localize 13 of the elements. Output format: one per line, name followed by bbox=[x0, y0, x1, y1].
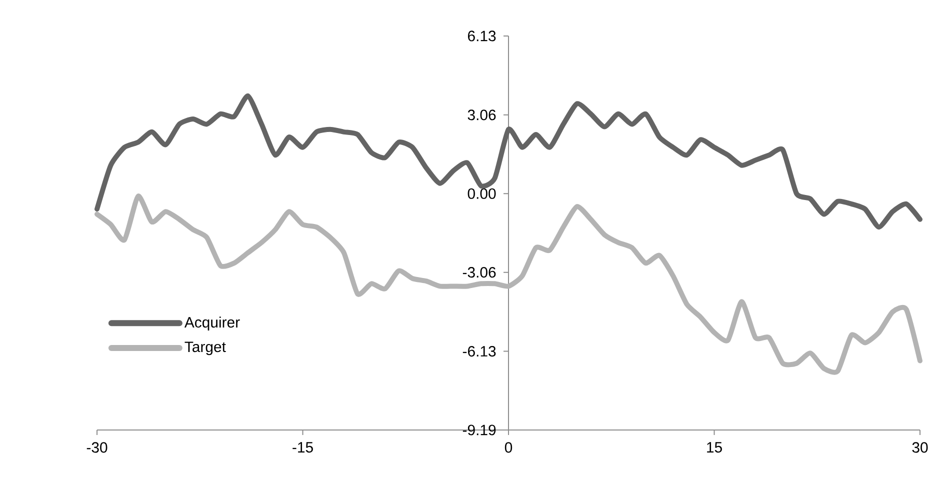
x-tick-label: -15 bbox=[292, 442, 313, 453]
y-tick-label: -6.13 bbox=[462, 346, 496, 357]
y-tick-label: 3.06 bbox=[468, 110, 496, 120]
x-tick-label: -30 bbox=[86, 442, 108, 453]
x-tick-label: 30 bbox=[912, 442, 928, 453]
x-tick-label: 0 bbox=[504, 442, 512, 453]
legend-label: Target bbox=[184, 342, 226, 356]
y-tick-label: -3.06 bbox=[462, 267, 496, 278]
x-tick-label: 15 bbox=[707, 442, 722, 453]
legend-label: Acquirer bbox=[184, 316, 240, 331]
y-tick-label: -9.19 bbox=[462, 424, 496, 436]
y-tick-label: 0.00 bbox=[468, 188, 496, 199]
y-tick-label: 6.13 bbox=[468, 30, 496, 42]
